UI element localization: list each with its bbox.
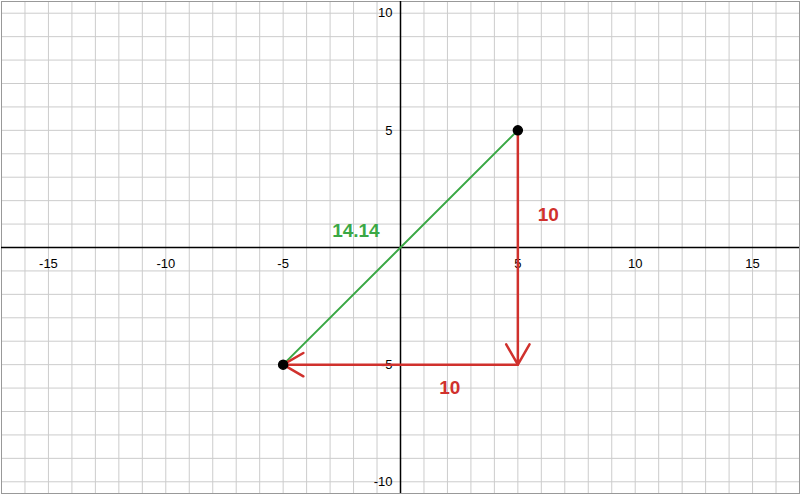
svg-text:5: 5 xyxy=(385,123,392,138)
svg-text:-15: -15 xyxy=(39,256,58,271)
svg-text:10: 10 xyxy=(538,204,559,225)
svg-text:15: 15 xyxy=(745,256,759,271)
svg-text:5: 5 xyxy=(514,255,522,271)
svg-text:-5: -5 xyxy=(277,256,289,271)
svg-text:10: 10 xyxy=(378,5,392,20)
svg-text:-10: -10 xyxy=(156,256,175,271)
svg-text:10: 10 xyxy=(628,256,642,271)
svg-text:10: 10 xyxy=(439,377,460,398)
svg-text:-5: -5 xyxy=(380,356,393,372)
svg-text:14.14: 14.14 xyxy=(332,220,380,241)
svg-text:-10: -10 xyxy=(374,474,393,489)
